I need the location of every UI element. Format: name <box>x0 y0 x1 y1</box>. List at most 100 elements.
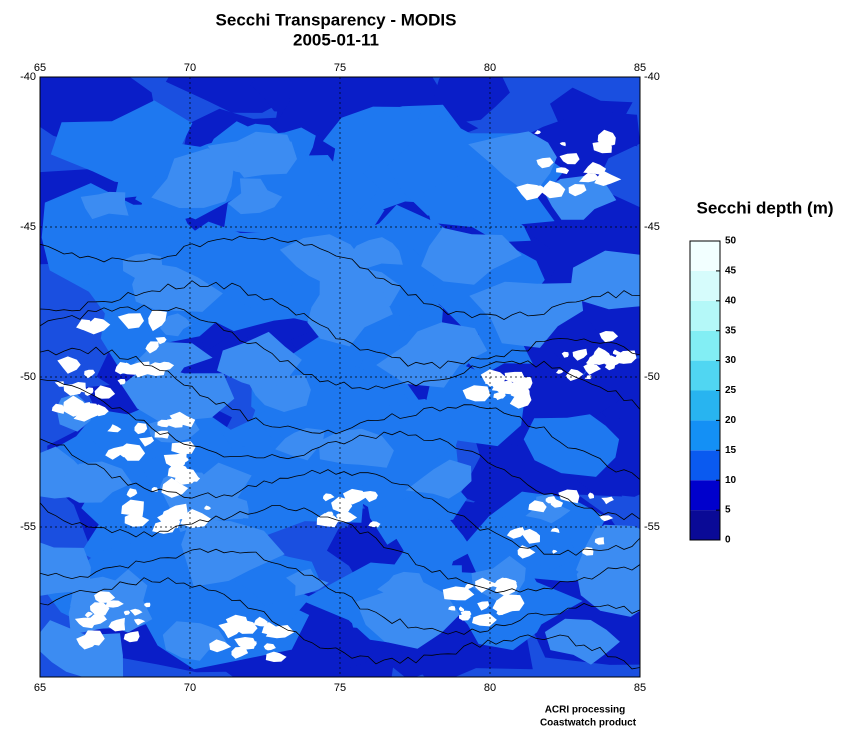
texture <box>491 386 502 392</box>
texture <box>90 602 110 616</box>
texture <box>265 651 287 662</box>
texture <box>108 617 126 632</box>
texture <box>160 507 190 526</box>
texture <box>586 356 597 366</box>
texture <box>326 516 338 524</box>
texture <box>105 446 123 460</box>
texture <box>520 528 540 544</box>
texture <box>598 515 614 522</box>
texture <box>279 234 363 286</box>
texture <box>155 337 167 345</box>
texture <box>550 527 560 533</box>
texture <box>40 620 124 677</box>
texture <box>51 403 65 414</box>
texture <box>599 331 619 343</box>
texture <box>84 369 96 379</box>
texture <box>234 138 297 178</box>
texture <box>356 579 460 649</box>
texture <box>81 630 105 646</box>
texture <box>231 646 249 659</box>
texture <box>139 436 154 447</box>
x-tick-label: 65 <box>34 682 46 694</box>
texture <box>368 521 381 528</box>
contour <box>40 280 640 369</box>
texture <box>431 77 510 124</box>
contour <box>40 235 640 320</box>
x-tick-label: 70 <box>184 682 196 694</box>
texture <box>84 611 93 618</box>
x-tick-label: 80 <box>484 682 496 694</box>
texture <box>105 600 124 608</box>
texture <box>359 313 414 354</box>
texture <box>492 595 521 615</box>
y-tick-label: -40 <box>644 71 660 83</box>
texture <box>275 428 325 461</box>
colorbar-tick-label: 0 <box>725 535 731 546</box>
texture <box>119 362 139 375</box>
colorbar-tick-label: 40 <box>725 295 737 306</box>
texture <box>123 631 140 643</box>
texture <box>204 505 212 510</box>
texture <box>133 618 146 626</box>
colorbar-label: Secchi depth (m) <box>697 198 834 217</box>
texture <box>307 291 393 347</box>
colorbar-tick-label: 10 <box>725 475 737 486</box>
texture <box>335 509 358 523</box>
texture <box>405 459 472 499</box>
texture <box>508 381 524 394</box>
texture <box>88 613 107 626</box>
y-tick-label: -40 <box>20 71 36 83</box>
texture <box>126 488 138 498</box>
texture <box>40 542 91 596</box>
texture <box>594 537 605 545</box>
texture <box>233 619 258 634</box>
texture <box>253 616 268 627</box>
texture <box>261 622 279 635</box>
texture <box>459 614 471 621</box>
texture <box>121 499 144 517</box>
texture <box>80 403 100 415</box>
y-tick-label: -55 <box>644 521 660 533</box>
date: 2005-01-11 <box>293 30 379 49</box>
texture <box>132 261 223 312</box>
texture <box>117 379 126 385</box>
texture <box>181 518 285 587</box>
x-tick-label: 70 <box>184 62 196 74</box>
texture <box>124 513 150 527</box>
texture <box>542 180 566 199</box>
texture <box>584 375 592 380</box>
texture <box>534 130 541 135</box>
texture <box>569 250 640 310</box>
colorbar-segment <box>690 330 720 361</box>
texture <box>471 210 531 242</box>
y-tick-label: -50 <box>644 371 660 383</box>
texture <box>223 154 343 236</box>
colorbar-tick-label: 35 <box>725 325 737 336</box>
colorbar-segment <box>690 270 720 301</box>
texture <box>180 509 211 528</box>
texture <box>80 191 129 220</box>
texture <box>480 369 508 387</box>
texture <box>134 422 148 435</box>
texture <box>94 385 116 399</box>
texture <box>263 643 276 651</box>
texture <box>377 571 424 596</box>
texture <box>579 172 600 183</box>
texture <box>162 621 227 661</box>
texture <box>468 131 557 197</box>
texture <box>217 331 302 391</box>
texture <box>575 525 640 590</box>
texture <box>169 411 196 428</box>
texture <box>94 591 116 603</box>
credit: Coastwatch product <box>540 718 637 729</box>
texture <box>583 162 607 176</box>
colorbar-segment <box>690 300 720 331</box>
texture <box>477 601 490 611</box>
texture <box>54 381 64 387</box>
texture <box>558 489 580 504</box>
texture <box>544 618 620 665</box>
colorbar-segment <box>690 420 720 451</box>
x-tick-label: 65 <box>34 62 46 74</box>
map <box>40 77 640 677</box>
texture <box>592 141 612 154</box>
